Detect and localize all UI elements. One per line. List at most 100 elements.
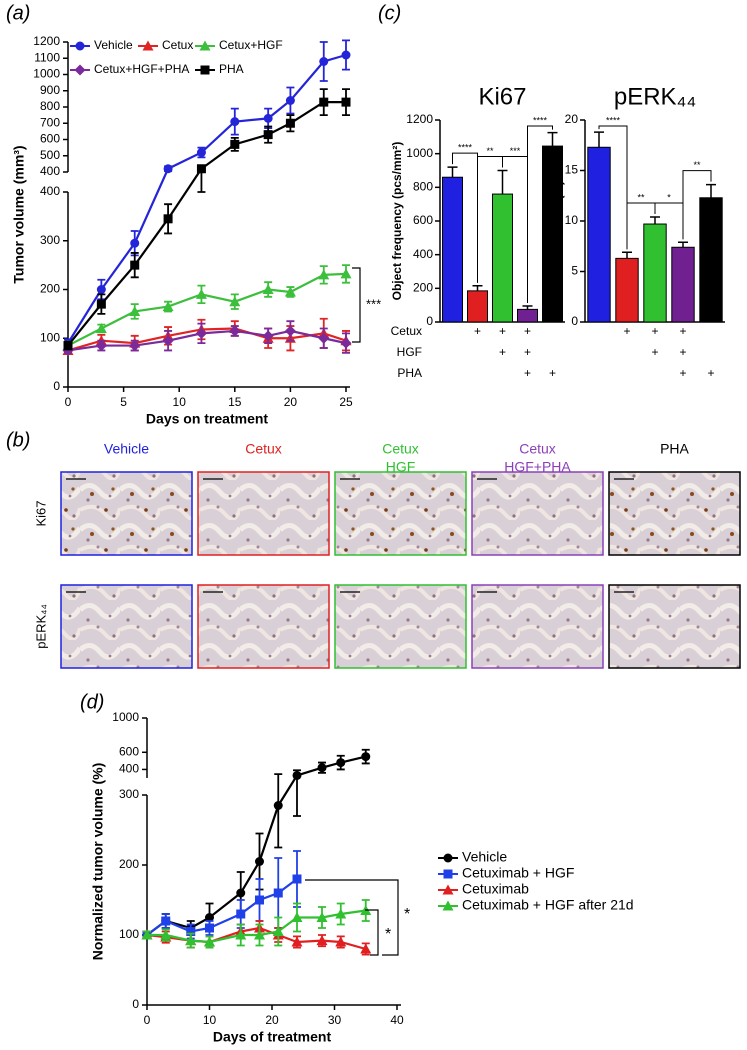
x-tick-label: 10 bbox=[203, 1013, 217, 1027]
bar bbox=[467, 290, 488, 323]
y-tick-label: 600 bbox=[413, 213, 433, 227]
y-tick-label: 1000 bbox=[112, 710, 139, 724]
legend-marker bbox=[74, 64, 86, 76]
treatment-mark: + bbox=[707, 366, 714, 380]
marker bbox=[63, 341, 73, 351]
y-tick-label: 300 bbox=[119, 787, 139, 801]
marker bbox=[319, 57, 329, 66]
column-label: Cetux bbox=[245, 441, 282, 457]
y-tick-label: 10 bbox=[565, 213, 579, 227]
y-tick-label: 5 bbox=[571, 264, 578, 278]
y-tick-label: 400 bbox=[40, 184, 60, 198]
error-bar bbox=[706, 183, 716, 198]
y-tick-label: 0 bbox=[571, 314, 578, 328]
annotation: * bbox=[385, 926, 391, 943]
marker bbox=[262, 284, 274, 294]
x-tick-label: 15 bbox=[228, 395, 242, 409]
significance: ** bbox=[693, 160, 701, 170]
y-axis-label: Normalized tumor volume (%) bbox=[90, 763, 106, 961]
bar bbox=[587, 146, 611, 323]
column-label: Cetux bbox=[519, 441, 556, 457]
error-bar bbox=[650, 216, 660, 225]
marker bbox=[130, 238, 140, 248]
y-tick-label: 700 bbox=[40, 115, 60, 129]
legend-label: PHA bbox=[219, 62, 244, 76]
bar bbox=[671, 246, 695, 323]
marker bbox=[316, 912, 328, 922]
y-tick-label: 500 bbox=[40, 148, 60, 162]
marker bbox=[291, 912, 303, 922]
chart-title: pERK₄₄ bbox=[614, 83, 696, 110]
x-tick-label: 20 bbox=[284, 395, 298, 409]
x-axis-label: Days on treatment bbox=[146, 411, 268, 427]
legend-label: Cetux bbox=[162, 38, 193, 52]
row-label: Ki67 bbox=[33, 500, 48, 526]
legend-label: Vehicle bbox=[94, 38, 133, 52]
y-axis-label: Mask area (%) bbox=[551, 181, 565, 261]
legend-label: Cetuximab + HGF after 21d bbox=[462, 897, 634, 913]
y-tick-label: 200 bbox=[413, 281, 433, 295]
marker bbox=[160, 929, 172, 940]
marker bbox=[272, 926, 284, 936]
x-tick-label: 10 bbox=[173, 395, 187, 409]
significance: * bbox=[667, 192, 671, 202]
legend-marker bbox=[443, 869, 453, 879]
marker bbox=[161, 916, 171, 926]
series-line bbox=[67, 101, 346, 347]
marker bbox=[254, 929, 265, 940]
marker bbox=[230, 139, 240, 149]
micrograph bbox=[608, 471, 741, 556]
marker bbox=[195, 327, 207, 339]
y-tick-label: 1100 bbox=[34, 50, 60, 64]
marker bbox=[361, 752, 371, 762]
legend-marker bbox=[443, 853, 453, 863]
marker bbox=[319, 97, 329, 107]
micrograph bbox=[60, 471, 193, 556]
series-line bbox=[67, 329, 347, 352]
bar bbox=[699, 197, 723, 323]
error-bar bbox=[594, 131, 604, 148]
treatment-label: Cetux bbox=[391, 324, 422, 338]
micrograph bbox=[471, 584, 604, 669]
marker bbox=[236, 888, 246, 898]
error-bar bbox=[447, 166, 458, 178]
x-tick-label: 20 bbox=[265, 1013, 279, 1027]
marker bbox=[263, 130, 273, 140]
marker bbox=[186, 927, 196, 936]
legend-marker bbox=[442, 900, 454, 911]
column-label: HGF bbox=[386, 459, 416, 475]
treatment-mark: + bbox=[524, 345, 531, 359]
column-label: Cetux bbox=[382, 441, 419, 457]
treatment-mark: + bbox=[549, 366, 556, 380]
x-tick-label: 25 bbox=[339, 395, 353, 409]
treatment-mark: + bbox=[651, 324, 658, 338]
series-line bbox=[146, 755, 367, 936]
marker bbox=[185, 935, 197, 946]
y-tick-label: 1200 bbox=[406, 112, 433, 126]
marker bbox=[141, 929, 153, 940]
y-tick-label: 800 bbox=[40, 99, 60, 113]
treatment-mark: + bbox=[499, 345, 506, 359]
significance: *** bbox=[510, 146, 521, 156]
legend-label: Vehicle bbox=[462, 849, 507, 865]
micrograph bbox=[197, 471, 330, 556]
marker bbox=[162, 301, 174, 312]
marker bbox=[255, 895, 264, 905]
marker bbox=[340, 337, 352, 349]
marker bbox=[292, 770, 302, 780]
marker bbox=[162, 335, 174, 347]
bracket bbox=[598, 125, 628, 250]
x-tick-label: 40 bbox=[390, 1013, 404, 1027]
marker bbox=[284, 286, 296, 297]
column-label: Vehicle bbox=[104, 441, 149, 457]
treatment-mark: + bbox=[623, 324, 630, 338]
y-axis-label: Object frequency (pcs/mm²) bbox=[390, 142, 404, 301]
micrograph bbox=[334, 584, 467, 669]
marker bbox=[273, 801, 283, 810]
series-line bbox=[67, 53, 347, 344]
marker bbox=[285, 96, 295, 105]
y-tick-label: 1000 bbox=[33, 67, 60, 81]
marker bbox=[229, 325, 241, 337]
marker bbox=[291, 936, 303, 947]
marker bbox=[196, 148, 206, 157]
